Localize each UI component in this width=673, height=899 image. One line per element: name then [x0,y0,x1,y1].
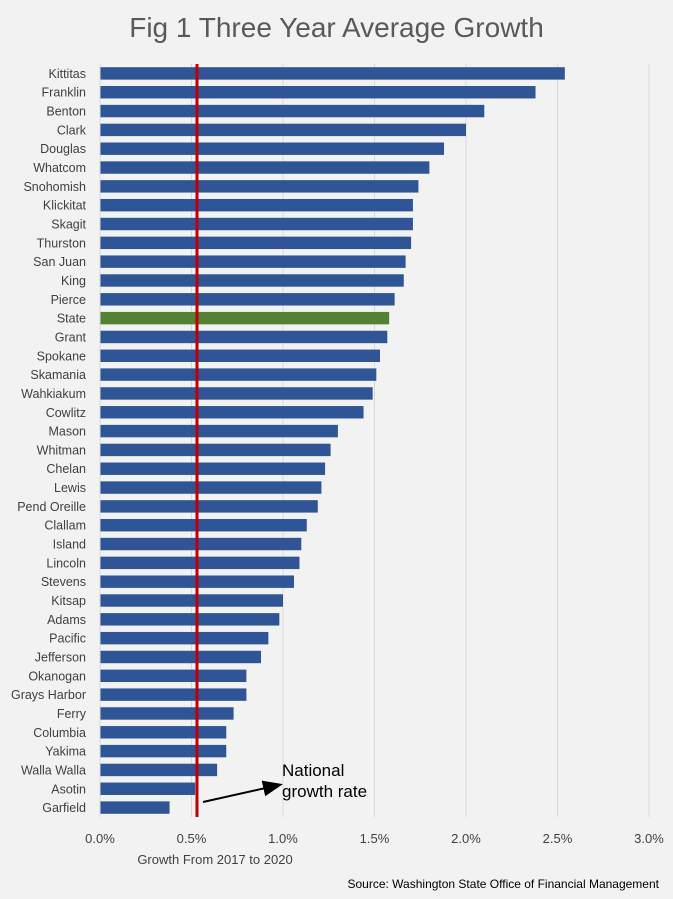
x-tick-label: 1.0% [268,831,298,846]
annotation-line-2: growth rate [282,782,368,801]
y-category-label: Grays Harbor [11,688,86,702]
y-category-label: San Juan [33,255,86,269]
bar [100,274,404,287]
bar [100,462,326,475]
bar [100,142,445,155]
chart-title: Fig 1 Three Year Average Growth [129,12,544,43]
bar [100,255,406,268]
bar [100,556,300,570]
x-tick-label: 3.0% [634,831,664,846]
y-category-label: Wahkiakum [21,387,86,401]
y-category-label: Spokane [37,349,86,363]
y-category-label: Pend Oreille [17,500,86,514]
bar [100,198,413,212]
bar [100,801,170,814]
y-category-label: Douglas [40,142,86,156]
y-category-label: Skagit [51,218,86,232]
x-tick-label: 2.0% [451,831,481,846]
bar [100,104,485,118]
y-category-label: Klickitat [43,199,87,213]
y-category-label: Skamania [30,368,86,382]
bar [100,387,373,400]
bar [100,311,390,325]
y-category-label: Kitsap [51,594,86,608]
bar [100,349,380,362]
source-note: Source: Washington State Office of Finan… [347,877,659,891]
y-category-label: Mason [48,425,86,439]
y-category-label: Cowlitz [46,406,86,420]
bar [100,594,283,607]
bar [100,406,364,419]
bar [100,161,430,174]
bar [100,481,322,494]
y-category-label: Snohomish [23,180,86,194]
bar [100,631,269,645]
y-category-label: Franklin [42,86,87,100]
y-category-label: Clallam [44,519,86,533]
bar [100,726,227,739]
bar [100,537,302,551]
bar [100,217,413,231]
y-category-label: Walla Walla [21,763,86,777]
bar [100,180,419,193]
y-category-label: State [57,312,86,326]
x-tick-label: 2.5% [543,831,573,846]
bar [100,650,262,664]
x-axis-label: Growth From 2017 to 2020 [137,852,293,867]
y-category-label: Adams [47,613,86,627]
y-category-label: Thurston [37,236,86,250]
bar [100,613,280,626]
y-category-label: Lincoln [46,556,86,570]
bar [100,744,227,758]
y-category-label: Yakima [45,745,86,759]
bar [100,782,196,795]
bar [100,500,318,513]
bar [100,86,536,99]
y-category-label: Island [53,538,86,552]
y-category-label: King [61,274,86,288]
y-category-label: Stevens [41,575,86,589]
y-category-label: Whatcom [33,161,86,175]
y-category-label: Garfield [42,801,86,815]
y-category-label: Grant [55,330,87,344]
bar [100,443,331,457]
y-category-label: Pacific [49,632,86,646]
annotation-line-1: National [282,761,345,780]
x-tick-label: 0.0% [85,831,115,846]
bar [100,293,395,306]
y-category-label: Kittitas [48,67,86,81]
y-category-label: Chelan [46,462,86,476]
bar [100,424,338,438]
annotation-arrow [202,780,283,803]
bar [100,707,234,720]
y-category-label: Whitman [37,443,86,457]
y-category-label: Clark [57,123,87,137]
bar [100,368,377,381]
y-category-label: Ferry [57,707,87,721]
y-category-label: Lewis [54,481,86,495]
bar [100,67,565,80]
y-category-label: Columbia [33,726,86,740]
y-category-label: Asotin [51,782,86,796]
bar [100,236,412,250]
bar [100,763,218,777]
y-category-label: Jefferson [35,650,86,664]
y-category-label: Okanogan [28,669,86,683]
national-rate-annotation: National growth rate [282,760,392,802]
y-category-label: Pierce [51,293,86,307]
bar [100,688,247,701]
x-tick-label: 1.5% [360,831,390,846]
x-tick-label: 0.5% [177,831,207,846]
bar [100,669,247,683]
bar [100,123,466,137]
bar [100,330,388,344]
y-category-label: Benton [46,105,86,119]
bar [100,519,307,532]
